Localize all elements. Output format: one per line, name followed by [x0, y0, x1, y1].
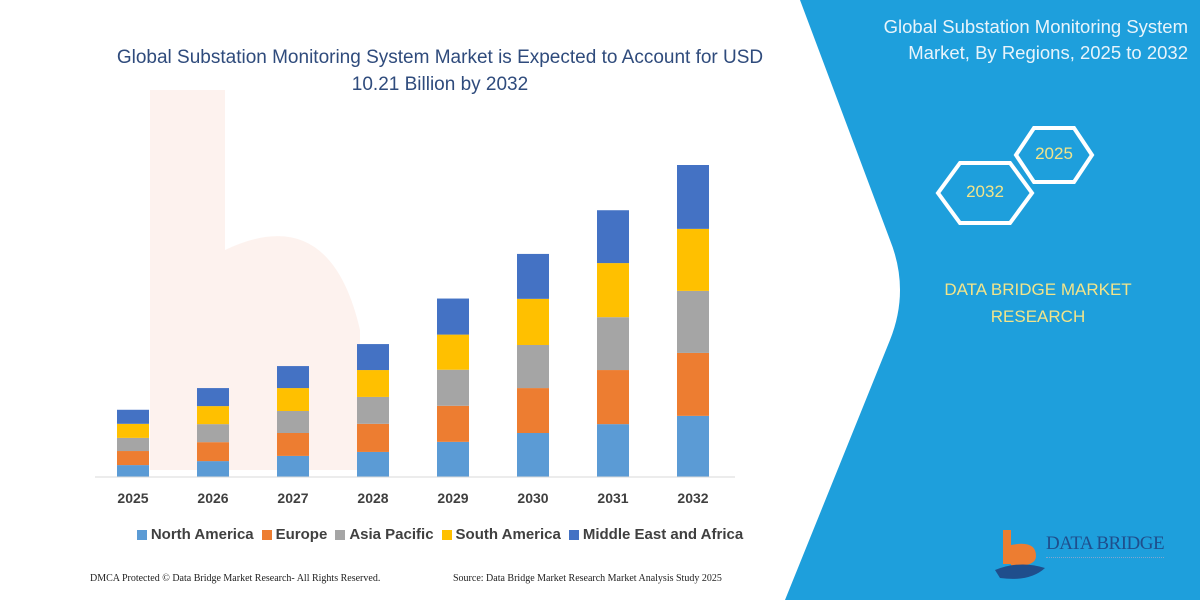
- bar-segment-2028-europe: [357, 423, 389, 452]
- bar-segment-2025-europe: [117, 451, 149, 466]
- bar-segment-2025-north-america: [117, 465, 149, 477]
- side-panel: [785, 0, 1200, 600]
- brand-text: DATA BRIDGE MARKET RESEARCH: [930, 276, 1146, 330]
- bars: [117, 165, 709, 477]
- x-tick-label: 2027: [277, 490, 309, 506]
- legend-item: Europe: [261, 526, 328, 543]
- bar-segment-2028-north-america: [357, 451, 389, 477]
- bar-segment-2030-europe: [517, 388, 549, 433]
- legend-item: Asia Pacific: [335, 526, 434, 543]
- footer-copyright: DMCA Protected © Data Bridge Market Rese…: [90, 573, 381, 584]
- bar-segment-2026-middle-east-and-africa: [197, 388, 229, 407]
- logo-icon: [995, 530, 1045, 579]
- legend-label: South America: [455, 526, 561, 543]
- footer-source: Source: Data Bridge Market Research Mark…: [453, 573, 722, 584]
- legend-swatch: [441, 529, 452, 540]
- bar-segment-2027-asia-pacific: [277, 410, 309, 433]
- legend-label: Asia Pacific: [349, 526, 434, 543]
- hex-label-2025: 2025: [1035, 144, 1073, 163]
- hex-label-2032: 2032: [966, 182, 1004, 201]
- x-tick-label: 2032: [677, 490, 709, 506]
- legend-swatch: [568, 529, 579, 540]
- bar-segment-2029-asia-pacific: [437, 369, 469, 406]
- bar-segment-2031-asia-pacific: [597, 317, 629, 371]
- bar-segment-2032-middle-east-and-africa: [677, 165, 709, 229]
- bar-segment-2030-middle-east-and-africa: [517, 253, 549, 299]
- bar-segment-2032-north-america: [677, 415, 709, 477]
- legend-item: Middle East and Africa: [568, 526, 744, 543]
- hex-2032: [935, 161, 1035, 225]
- x-tick-label: 2031: [597, 490, 629, 506]
- title-line-2: 10.21 Billion by 2032: [351, 74, 529, 95]
- bar-segment-2026-asia-pacific: [197, 424, 229, 443]
- bar-segment-2030-asia-pacific: [517, 344, 549, 389]
- legend-label: Middle East and Africa: [582, 526, 744, 543]
- bar-segment-2025-middle-east-and-africa: [117, 409, 149, 424]
- brand-line-1: DATA BRIDGE MARKET: [944, 280, 1132, 299]
- side-title-line-2: Market, By Regions, 2025 to 2032: [908, 42, 1188, 63]
- bar-segment-2027-europe: [277, 432, 309, 456]
- hex-2025: [1013, 126, 1095, 184]
- bar-segment-2031-europe: [597, 370, 629, 425]
- brand-line-2: RESEARCH: [990, 307, 1086, 326]
- bar-segment-2029-europe: [437, 405, 469, 442]
- bar-segment-2028-south-america: [357, 370, 389, 397]
- legend-item: North America: [136, 526, 254, 543]
- bar-segment-2027-south-america: [277, 388, 309, 411]
- legend-label: North America: [150, 526, 254, 543]
- bar-segment-2030-south-america: [517, 298, 549, 345]
- bar-segment-2025-south-america: [117, 423, 149, 438]
- bar-segment-2031-south-america: [597, 263, 629, 318]
- bar-segment-2031-middle-east-and-africa: [597, 210, 629, 264]
- legend-swatch: [335, 529, 346, 540]
- x-tick-label: 2028: [357, 490, 389, 506]
- legend-swatch: [261, 529, 272, 540]
- legend: North America Europe Asia Pacific South Ame…: [0, 526, 880, 543]
- x-tick-label: 2025: [117, 490, 149, 506]
- bar-segment-2031-north-america: [597, 424, 629, 477]
- x-tick-label: 2029: [437, 490, 469, 506]
- bar-segment-2032-south-america: [677, 228, 709, 291]
- title-line-1: Global Substation Monitoring System Mark…: [116, 47, 764, 68]
- bar-segment-2029-north-america: [437, 441, 469, 477]
- bar-segment-2032-europe: [677, 352, 709, 416]
- legend-swatch: [136, 529, 147, 540]
- x-tick-label: 2030: [517, 490, 549, 506]
- bar-segment-2032-asia-pacific: [677, 290, 709, 353]
- chart-title: Global Substation Monitoring System Mark…: [90, 44, 790, 98]
- bar-segment-2028-asia-pacific: [357, 396, 389, 424]
- bar-segment-2026-north-america: [197, 461, 229, 477]
- x-tick-label: 2026: [197, 490, 229, 506]
- bar-segment-2027-middle-east-and-africa: [277, 366, 309, 389]
- side-title: Global Substation Monitoring System Mark…: [808, 14, 1188, 66]
- bar-segment-2025-asia-pacific: [117, 437, 149, 452]
- watermark-logo: [150, 90, 360, 470]
- bar-segment-2027-north-america: [277, 455, 309, 477]
- legend-item: South America: [441, 526, 561, 543]
- bar-segment-2029-middle-east-and-africa: [437, 298, 469, 335]
- bar-segment-2026-south-america: [197, 406, 229, 425]
- bar-segment-2026-europe: [197, 442, 229, 462]
- bar-segment-2030-north-america: [517, 432, 549, 477]
- legend-label: Europe: [275, 526, 328, 543]
- logo-subline: [1046, 557, 1164, 564]
- logo-text: DATA BRIDGE: [1046, 533, 1165, 554]
- bar-segment-2029-south-america: [437, 334, 469, 370]
- side-title-line-1: Global Substation Monitoring System: [883, 16, 1188, 37]
- bar-segment-2028-middle-east-and-africa: [357, 344, 389, 371]
